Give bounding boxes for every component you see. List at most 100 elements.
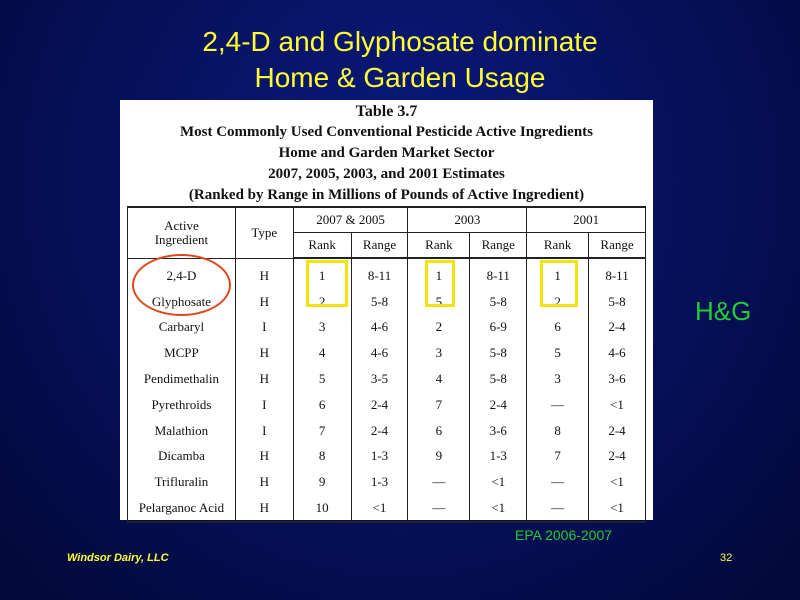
cell-ingredient: Dicamba bbox=[127, 443, 236, 470]
cell-range-2003: 2-4 bbox=[469, 391, 528, 418]
header-type: Type bbox=[234, 206, 294, 259]
cell-range-2007-2005: <1 bbox=[350, 495, 409, 523]
cell-range-2007-2005: 2-4 bbox=[350, 417, 409, 444]
cell-range-2003: 5-8 bbox=[469, 288, 528, 315]
pesticide-table-image: Table 3.7 Most Commonly Used Conventiona… bbox=[120, 100, 653, 523]
header-2003: 2003 bbox=[407, 206, 528, 233]
cell-rank-2003: 9 bbox=[407, 443, 471, 470]
cell-rank-2007-2005: 5 bbox=[292, 366, 352, 392]
cell-range-2007-2005: 1-3 bbox=[350, 443, 409, 470]
cell-rank-2001: — bbox=[526, 391, 590, 418]
cell-ingredient: Trifluralin bbox=[127, 469, 236, 496]
cell-ingredient: Pyrethroids bbox=[127, 391, 236, 418]
cell-rank-2003: — bbox=[407, 469, 471, 496]
cell-range-2001: 3-6 bbox=[588, 366, 646, 392]
hg-label: H&G bbox=[695, 296, 752, 326]
footer-company: Windsor Dairy, LLC bbox=[67, 552, 169, 564]
cell-rank-2001: — bbox=[526, 469, 590, 496]
cell-ingredient: Pelarganoc Acid bbox=[127, 495, 236, 523]
cell-type: H bbox=[234, 495, 294, 523]
highlight-box-2001-rank bbox=[540, 260, 578, 307]
table-row: Pyrethroids I 6 2-4 7 2-4 — <1 bbox=[127, 391, 646, 418]
cell-range-2001: 2-4 bbox=[588, 314, 646, 341]
cell-range-2007-2005: 8-11 bbox=[350, 258, 409, 289]
table-caption: Table 3.7 Most Commonly Used Conventiona… bbox=[120, 100, 653, 206]
slide-title-line1: 2,4-D and Glyphosate dominate bbox=[202, 26, 598, 57]
source-citation: EPA 2006-2007 bbox=[515, 527, 613, 543]
cell-rank-2007-2005: 6 bbox=[292, 391, 352, 418]
cell-rank-2001: 7 bbox=[526, 443, 590, 470]
cell-rank-2007-2005: 4 bbox=[292, 340, 352, 367]
table-row: Dicamba H 8 1-3 9 1-3 7 2-4 bbox=[127, 443, 646, 470]
highlight-circle-top-ingredients bbox=[132, 254, 231, 316]
table-caption-line4: (Ranked by Range in Millions of Pounds o… bbox=[188, 187, 585, 203]
cell-range-2001: 8-11 bbox=[588, 258, 646, 289]
cell-range-2003: 3-6 bbox=[469, 417, 528, 444]
cell-rank-2001: 2 bbox=[526, 288, 590, 315]
cell-type: H bbox=[234, 469, 294, 496]
cell-range-2003: <1 bbox=[469, 469, 528, 496]
cell-rank-2001: 5 bbox=[526, 340, 590, 367]
pesticide-table: Active Ingredient Type 2007 & 2005 2003 … bbox=[127, 206, 646, 523]
cell-range-2001: 4-6 bbox=[588, 340, 646, 367]
table-row: Pendimethalin H 5 3-5 4 5-8 3 3-6 bbox=[127, 366, 646, 392]
cell-rank-2001: 3 bbox=[526, 366, 590, 392]
table-caption-line2: Home and Garden Market Sector bbox=[278, 145, 495, 161]
cell-type: H bbox=[234, 258, 294, 289]
cell-range-2001: 5-8 bbox=[588, 288, 646, 315]
cell-range-2001: 2-4 bbox=[588, 443, 646, 470]
table-row: Malathion I 7 2-4 6 3-6 8 2-4 bbox=[127, 417, 646, 444]
header-rank: Rank bbox=[526, 232, 590, 259]
cell-ingredient: MCPP bbox=[127, 340, 236, 367]
cell-range-2001: <1 bbox=[588, 391, 646, 418]
cell-range-2007-2005: 1-3 bbox=[350, 469, 409, 496]
cell-range-2007-2005: 2-4 bbox=[350, 391, 409, 418]
cell-type: H bbox=[234, 288, 294, 315]
table-row: Glyphosate H 2 5-8 5 5-8 2 5-8 bbox=[127, 288, 646, 315]
cell-rank-2001: 6 bbox=[526, 314, 590, 341]
cell-range-2003: 6-9 bbox=[469, 314, 528, 341]
cell-range-2007-2005: 3-5 bbox=[350, 366, 409, 392]
header-2007-2005: 2007 & 2005 bbox=[292, 206, 409, 233]
table-number: Table 3.7 bbox=[355, 103, 418, 120]
cell-ingredient: Pendimethalin bbox=[127, 366, 236, 392]
cell-rank-2007-2005: 8 bbox=[292, 443, 352, 470]
header-range: Range bbox=[350, 232, 409, 259]
table-row: Carbaryl I 3 4-6 2 6-9 6 2-4 bbox=[127, 314, 646, 341]
table-row: Trifluralin H 9 1-3 — <1 — <1 bbox=[127, 469, 646, 496]
cell-rank-2007-2005: 3 bbox=[292, 314, 352, 341]
table-caption-line3: 2007, 2005, 2003, and 2001 Estimates bbox=[268, 166, 505, 182]
table-row: Pelarganoc Acid H 10 <1 — <1 — <1 bbox=[127, 495, 646, 523]
cell-type: H bbox=[234, 366, 294, 392]
cell-rank-2007-2005: 7 bbox=[292, 417, 352, 444]
cell-ingredient: Carbaryl bbox=[127, 314, 236, 341]
cell-rank-2003: — bbox=[407, 495, 471, 523]
cell-rank-2001: — bbox=[526, 495, 590, 523]
cell-range-2007-2005: 4-6 bbox=[350, 340, 409, 367]
cell-rank-2003: 3 bbox=[407, 340, 471, 367]
cell-type: I bbox=[234, 314, 294, 341]
table-caption-line1: Most Commonly Used Conventional Pesticid… bbox=[179, 124, 594, 140]
cell-rank-2003: 1 bbox=[407, 258, 471, 289]
header-range: Range bbox=[469, 232, 528, 259]
cell-type: H bbox=[234, 340, 294, 367]
highlight-box-2003-rank bbox=[425, 260, 455, 307]
table-body: 2,4-D H 1 8-11 1 8-11 1 8-11 Glyphosate … bbox=[127, 258, 646, 523]
cell-range-2007-2005: 5-8 bbox=[350, 288, 409, 315]
cell-range-2003: 5-8 bbox=[469, 340, 528, 367]
header-2001: 2001 bbox=[526, 206, 646, 233]
cell-range-2001: <1 bbox=[588, 469, 646, 496]
cell-rank-2007-2005: 1 bbox=[292, 258, 352, 289]
cell-ingredient: Malathion bbox=[127, 417, 236, 444]
cell-rank-2003: 7 bbox=[407, 391, 471, 418]
cell-type: I bbox=[234, 391, 294, 418]
slide-title: 2,4-D and Glyphosate dominate Home & Gar… bbox=[0, 24, 800, 96]
header-rank: Rank bbox=[407, 232, 471, 259]
cell-rank-2003: 6 bbox=[407, 417, 471, 444]
slide-title-line2: Home & Garden Usage bbox=[254, 62, 546, 93]
cell-type: I bbox=[234, 417, 294, 444]
cell-range-2001: <1 bbox=[588, 495, 646, 523]
cell-range-2007-2005: 4-6 bbox=[350, 314, 409, 341]
header-active-ingredient: Active Ingredient bbox=[127, 206, 236, 259]
cell-rank-2007-2005: 10 bbox=[292, 495, 352, 523]
